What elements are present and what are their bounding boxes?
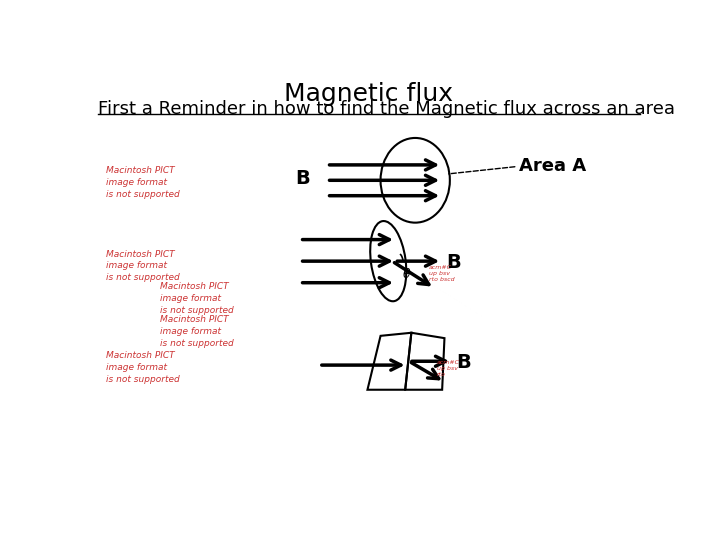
- Text: acm#C
up bsv
rto bscd: acm#C up bsv rto bscd: [429, 265, 455, 282]
- Text: Magnetic flux: Magnetic flux: [284, 82, 454, 106]
- Text: Macintosh PICT
image format
is not supported: Macintosh PICT image format is not suppo…: [106, 249, 179, 282]
- Text: First a Reminder in how to find the Magnetic flux across an area: First a Reminder in how to find the Magn…: [98, 100, 675, 118]
- Text: Macintosh PICT
image format
is not supported: Macintosh PICT image format is not suppo…: [160, 282, 233, 314]
- Text: Macintosh PICT
image format
is not supported: Macintosh PICT image format is not suppo…: [160, 315, 233, 348]
- Text: B: B: [295, 169, 310, 188]
- Text: B: B: [456, 353, 471, 372]
- Text: Area A: Area A: [519, 158, 586, 176]
- Text: $\theta$: $\theta$: [402, 267, 412, 281]
- Text: acm#C
up bsv
rto: acm#C up bsv rto: [437, 360, 460, 377]
- Text: Macintosh PICT
image format
is not supported: Macintosh PICT image format is not suppo…: [106, 351, 179, 384]
- Text: Macintosh PICT
image format
is not supported: Macintosh PICT image format is not suppo…: [106, 166, 179, 199]
- Text: B: B: [446, 253, 461, 272]
